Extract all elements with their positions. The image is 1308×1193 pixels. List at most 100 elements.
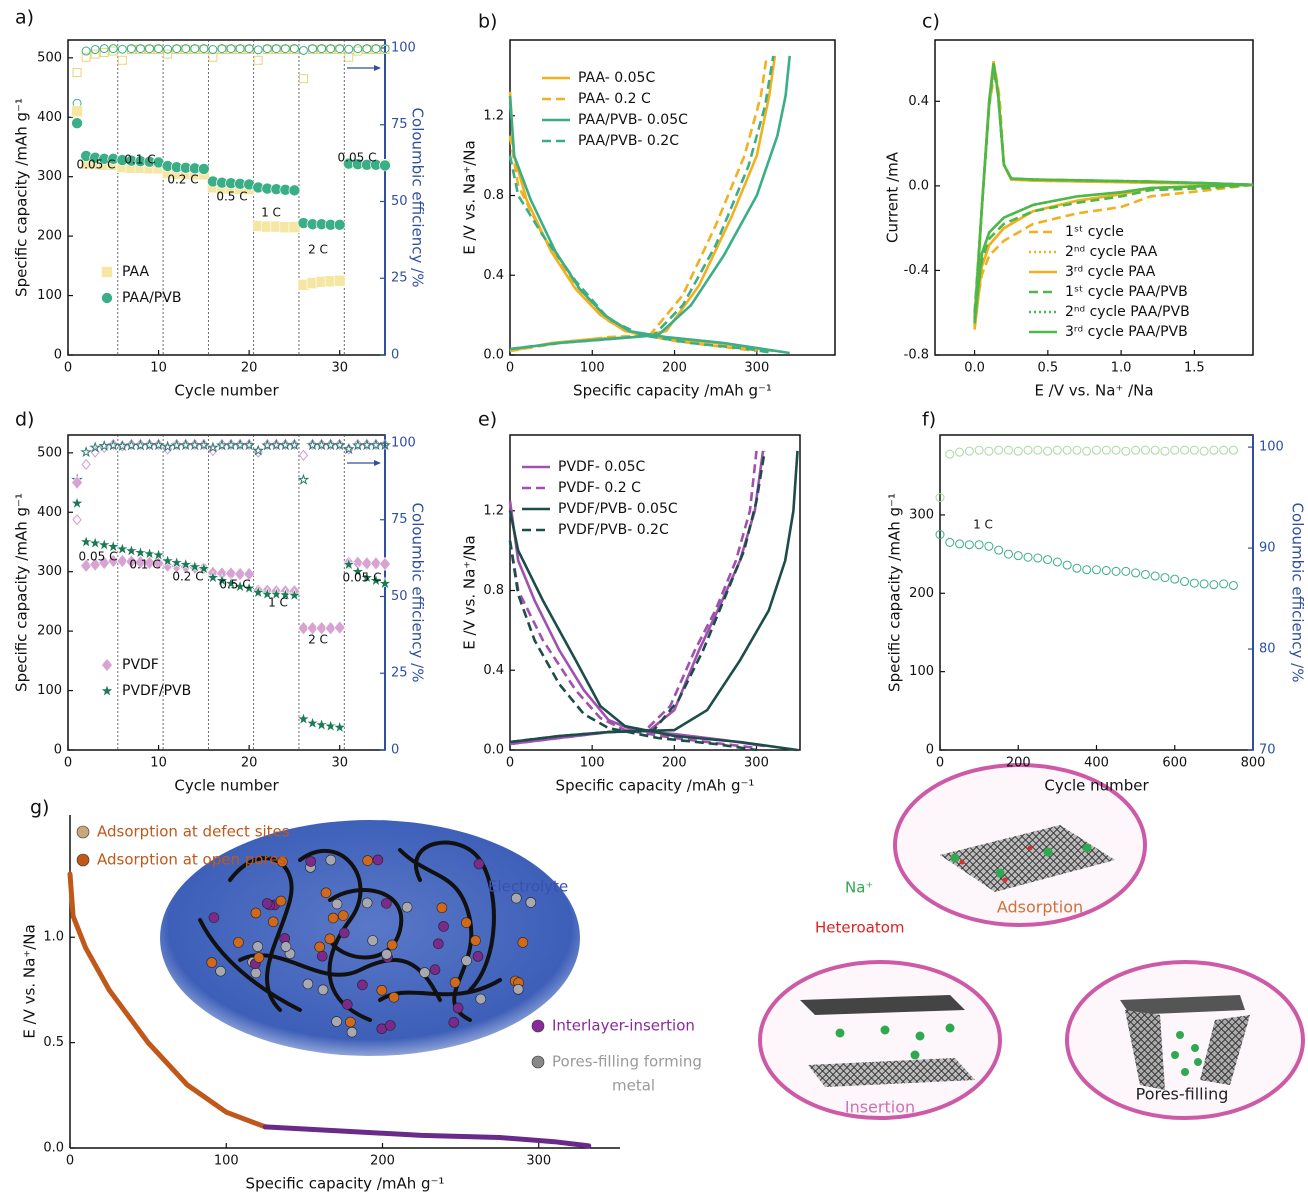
marker bbox=[199, 44, 209, 54]
marker bbox=[1003, 445, 1013, 455]
ion-ball bbox=[381, 898, 392, 909]
marker bbox=[344, 44, 354, 54]
carbon-chain bbox=[198, 918, 302, 1012]
marker bbox=[216, 439, 228, 451]
ion-ball bbox=[341, 999, 353, 1010]
y-tick-label: 0 bbox=[54, 348, 62, 363]
marker bbox=[172, 438, 182, 451]
marker bbox=[208, 45, 218, 55]
marker bbox=[955, 539, 965, 549]
marker bbox=[1003, 549, 1013, 559]
marker bbox=[163, 44, 173, 54]
marker bbox=[225, 438, 237, 451]
ion-ball bbox=[461, 917, 472, 928]
arrow-head bbox=[374, 65, 381, 71]
marker bbox=[98, 439, 111, 452]
y-axis-title: E /V vs. Na⁺/Na bbox=[461, 535, 479, 649]
y-tick-label: 100 bbox=[37, 683, 62, 698]
marker bbox=[262, 44, 272, 54]
ion-ball bbox=[346, 1026, 358, 1038]
y-axis-title: Specific capacity /mAh g⁻¹ bbox=[886, 493, 904, 692]
ion-ball bbox=[419, 967, 430, 978]
y-tick-label: 100 bbox=[909, 664, 934, 679]
x-axis-title: Specific capacity /mAh g⁻¹ bbox=[556, 777, 755, 795]
marker bbox=[233, 579, 248, 593]
marker bbox=[178, 557, 193, 571]
marker bbox=[333, 274, 346, 287]
marker bbox=[1131, 445, 1141, 455]
marker bbox=[1228, 580, 1238, 590]
panel-label: g) bbox=[30, 797, 49, 819]
x-tick-label: 100 bbox=[214, 1154, 239, 1169]
marker bbox=[289, 438, 300, 451]
marker bbox=[198, 163, 210, 175]
graphene-sheet bbox=[1200, 1015, 1250, 1085]
y-tick-label: 1.2 bbox=[483, 108, 504, 123]
marker bbox=[243, 567, 256, 582]
x-tick-label: 0 bbox=[66, 1154, 74, 1169]
marker bbox=[288, 184, 301, 197]
marker bbox=[81, 52, 91, 62]
marker bbox=[360, 570, 374, 584]
marker bbox=[1072, 563, 1082, 573]
y-tick-label: -0.8 bbox=[904, 348, 929, 363]
marker bbox=[270, 438, 283, 451]
x-tick-label: 1.0 bbox=[1111, 361, 1132, 376]
marker bbox=[298, 449, 309, 461]
graphene-sheet bbox=[800, 995, 965, 1015]
x-axis-title: Specific capacity /mAh g⁻¹ bbox=[246, 1175, 445, 1193]
x-axis-title: Specific capacity /mAh g⁻¹ bbox=[573, 382, 772, 400]
legend-ball bbox=[531, 1019, 545, 1033]
marker bbox=[353, 44, 363, 54]
marker bbox=[1013, 551, 1023, 561]
ion-ball bbox=[372, 854, 384, 866]
ion-ball bbox=[436, 902, 448, 914]
marker bbox=[187, 559, 202, 573]
marker bbox=[341, 557, 356, 571]
ion-ball bbox=[452, 1002, 464, 1014]
marker bbox=[360, 556, 373, 571]
marker bbox=[243, 438, 255, 451]
x-tick-label: 100 bbox=[580, 756, 605, 771]
ion-ball bbox=[461, 955, 472, 966]
x-tick-label: 300 bbox=[744, 361, 769, 376]
marker bbox=[206, 441, 219, 453]
x-axis-title: E /V vs. Na⁺ /Na bbox=[1034, 382, 1153, 400]
y2-tick-label: 75 bbox=[391, 512, 408, 527]
y-tick-label: 0 bbox=[926, 743, 934, 758]
rate-label: 1 C bbox=[973, 518, 993, 532]
marker bbox=[1052, 445, 1062, 455]
marker bbox=[1189, 578, 1199, 588]
ion-ball bbox=[327, 912, 339, 924]
legend-label: PVDF/PVB- 0.05C bbox=[558, 501, 678, 517]
series-line bbox=[508, 450, 799, 752]
x-tick-label: 200 bbox=[662, 756, 687, 771]
ring-label: Adsorption bbox=[997, 898, 1083, 917]
legend-label: PAA/PVB- 0.05C bbox=[578, 112, 688, 128]
schematic: Na⁺ Heteroatom Adsorption Insertion Pore… bbox=[758, 763, 1305, 1120]
marker bbox=[1023, 552, 1033, 562]
ion-ball bbox=[261, 898, 273, 909]
ion-ball bbox=[345, 1016, 356, 1028]
marker bbox=[1082, 565, 1092, 575]
legend-label: 1ˢᵗ cycle bbox=[1065, 224, 1124, 240]
marker bbox=[324, 438, 337, 451]
marker bbox=[244, 44, 254, 54]
marker bbox=[126, 44, 136, 54]
y-axis-title: E /V vs. Na⁺/Na bbox=[21, 924, 39, 1038]
marker bbox=[215, 573, 229, 587]
marker bbox=[90, 49, 100, 59]
marker bbox=[188, 438, 201, 451]
x-axis-title: Cycle number bbox=[174, 382, 279, 400]
ion-ball bbox=[215, 965, 226, 977]
marker bbox=[90, 45, 100, 55]
series-line bbox=[508, 55, 775, 355]
series-line bbox=[973, 63, 1254, 324]
marker bbox=[234, 438, 247, 451]
x-tick-label: 200 bbox=[370, 1154, 395, 1169]
marker bbox=[108, 46, 118, 56]
marker bbox=[108, 438, 118, 451]
rate-label: 0.05 C bbox=[79, 550, 118, 564]
marker bbox=[288, 438, 301, 451]
marker bbox=[280, 438, 291, 451]
